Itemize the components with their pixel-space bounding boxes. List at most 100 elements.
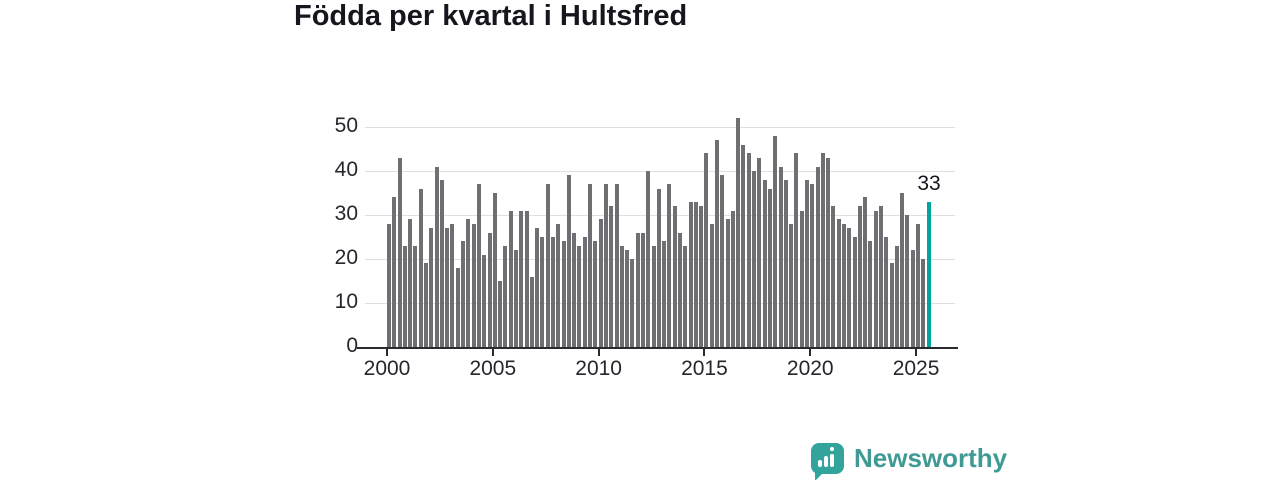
bar — [593, 241, 598, 347]
y-tick-label: 30 — [334, 202, 358, 225]
bar — [894, 245, 899, 347]
bar — [402, 245, 407, 347]
bar — [783, 179, 788, 347]
bar — [910, 250, 915, 347]
bar — [651, 245, 656, 347]
bar — [466, 219, 471, 347]
speech-bubble-tail — [815, 471, 824, 480]
bar — [487, 232, 492, 347]
bar — [397, 157, 402, 347]
bar — [476, 184, 481, 347]
bar — [730, 210, 735, 347]
bar — [461, 241, 466, 347]
bar — [582, 237, 587, 347]
bar — [551, 237, 555, 347]
bar — [852, 237, 857, 347]
y-tick-label: 50 — [334, 114, 358, 137]
bar — [667, 184, 672, 347]
x-tick — [386, 349, 388, 356]
bar — [873, 210, 878, 347]
bar — [614, 184, 619, 347]
bar — [688, 201, 693, 347]
bar — [482, 254, 487, 347]
bar — [715, 140, 720, 347]
bar — [836, 219, 841, 347]
bar — [640, 232, 645, 347]
bar — [677, 232, 682, 347]
bar — [762, 179, 767, 347]
bar — [804, 179, 809, 347]
bar — [884, 237, 889, 347]
bar — [519, 210, 524, 347]
bar — [662, 241, 667, 347]
bar — [498, 281, 503, 347]
bar — [767, 188, 772, 347]
bar — [921, 259, 926, 347]
bar — [757, 157, 762, 347]
bar — [635, 232, 640, 347]
bar — [699, 206, 704, 347]
bar — [725, 219, 730, 347]
bar — [683, 245, 688, 347]
bar — [789, 223, 794, 347]
bar — [868, 241, 873, 347]
bar — [535, 228, 540, 347]
bar — [603, 184, 608, 347]
bar — [492, 193, 497, 347]
bar — [736, 118, 741, 347]
bar — [540, 237, 545, 347]
bar — [826, 157, 831, 347]
bar — [646, 171, 651, 347]
bar — [413, 245, 418, 347]
bar — [429, 228, 434, 347]
bar — [566, 175, 571, 347]
y-tick-label: 40 — [334, 158, 358, 181]
bar — [794, 153, 799, 347]
bar — [741, 144, 746, 347]
bar — [672, 206, 677, 347]
bar — [434, 166, 439, 347]
bar — [831, 206, 836, 347]
bar — [815, 166, 820, 347]
bar — [847, 228, 852, 347]
x-tick — [597, 349, 600, 356]
bar — [905, 215, 910, 347]
x-tick — [703, 349, 706, 356]
bar — [889, 263, 894, 347]
bar — [709, 223, 714, 347]
bar — [424, 263, 429, 347]
x-tick-label: 2020 — [786, 357, 834, 380]
bar — [720, 175, 725, 347]
x-axis-line — [357, 347, 958, 349]
bar — [455, 267, 460, 347]
bar — [577, 245, 582, 347]
bar — [773, 135, 778, 347]
bar — [588, 184, 593, 347]
bar — [630, 259, 635, 347]
bar — [778, 166, 783, 347]
bar — [746, 153, 751, 347]
bar — [598, 219, 603, 347]
bar — [529, 276, 534, 347]
x-tick-label: 2000 — [363, 357, 411, 380]
last-value-annotation: 33 — [917, 172, 941, 195]
x-tick-label: 2015 — [681, 357, 728, 380]
y-tick-label: 0 — [346, 334, 358, 357]
gridline-y-50 — [365, 127, 955, 128]
x-tick-label: 2005 — [469, 357, 517, 380]
highlighted-bar — [926, 201, 931, 347]
newsworthy-wordmark: Newsworthy — [854, 442, 1008, 473]
bar — [556, 223, 561, 347]
bar — [656, 188, 661, 347]
bar — [810, 184, 815, 347]
bar — [820, 153, 825, 347]
bar — [513, 250, 518, 347]
x-tick — [491, 349, 494, 356]
bar — [879, 206, 884, 347]
x-tick-label: 2025 — [892, 357, 940, 380]
x-tick-label: 2010 — [575, 357, 622, 380]
y-tick-label: 10 — [334, 290, 358, 313]
bar — [387, 223, 391, 347]
x-tick — [915, 349, 918, 356]
